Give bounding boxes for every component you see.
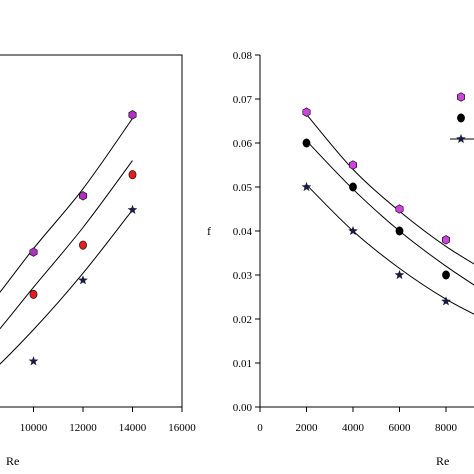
right-x-tick-label: 0: [257, 422, 263, 434]
legend-marker-series2: [457, 113, 465, 123]
left-x-tick-label: 12000: [69, 422, 97, 434]
right-y-tick-label: 0.07: [233, 94, 253, 106]
right-y-tick-label: 0.01: [233, 358, 252, 370]
left-fit-curve-3: [0, 209, 133, 365]
right-y-tick-label: 0.00: [233, 402, 253, 414]
left-point-series2: [128, 170, 137, 180]
right-y-tick-label: 0.02: [233, 314, 252, 326]
right-x-axis-label: Re: [436, 454, 449, 468]
left-point-series3: [28, 356, 39, 366]
right-fit-curve-1: [306, 114, 474, 265]
left-x-tick-label: 14000: [119, 422, 147, 434]
right-y-tick-label: 0.06: [233, 138, 253, 150]
left-x-tick-label: 16000: [168, 422, 196, 434]
right-point-series3: [394, 269, 405, 280]
left-point-series1: [29, 247, 38, 257]
right-y-axis-label: f: [207, 224, 211, 238]
right-point-series1: [302, 107, 311, 117]
left-x-tick-label: 10000: [20, 422, 48, 434]
right-y-tick-label: 0.03: [233, 270, 253, 282]
left-fit-curve-2: [0, 160, 133, 330]
left-point-series1: [79, 191, 87, 201]
left-x-axis-label: Re: [6, 454, 19, 468]
right-y-tick-label: 0.05: [233, 182, 253, 194]
left-point-series3: [127, 204, 138, 214]
legend-marker-series3: [456, 133, 466, 144]
right-point-series1: [395, 204, 404, 214]
right-point-series1: [441, 235, 451, 245]
right-fit-curve-3: [306, 184, 474, 315]
right-point-series2: [442, 270, 450, 280]
right-x-tick-label: 6000: [389, 422, 412, 434]
left-point-series3: [78, 275, 88, 285]
right-x-tick-label: 8000: [435, 422, 458, 434]
right-y-tick-label: 0.08: [233, 50, 253, 62]
legend-marker-series1: [456, 92, 466, 102]
right-x-tick-label: 2000: [296, 422, 319, 434]
left-point-series2: [79, 240, 87, 250]
left-point-series1: [128, 110, 137, 120]
left-fit-curve-1: [0, 118, 133, 294]
right-x-tick-label: 4000: [342, 422, 365, 434]
left-point-series2: [29, 289, 38, 299]
left-plot-frame: [0, 54, 183, 408]
right-y-tick-label: 0.04: [233, 226, 253, 238]
right-point-series3: [441, 296, 451, 306]
right-point-series2: [349, 182, 357, 192]
right-point-series3: [301, 181, 312, 192]
right-point-series2: [395, 226, 404, 236]
right-point-series2: [302, 138, 311, 148]
right-point-series1: [348, 160, 358, 170]
right-point-series3: [348, 225, 358, 236]
